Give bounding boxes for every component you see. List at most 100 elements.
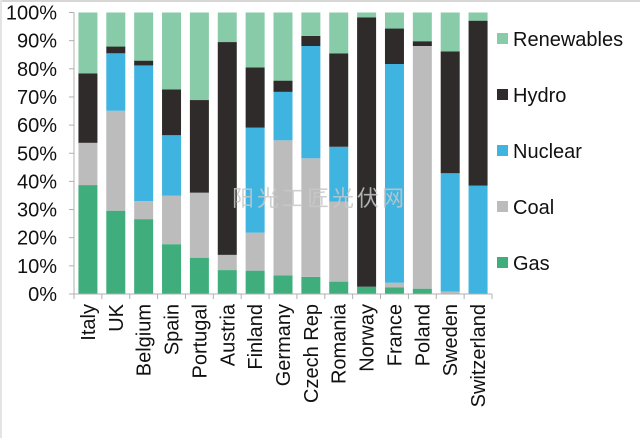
bar-segment-coal — [134, 201, 154, 220]
bar-segment-renewables — [329, 12, 349, 54]
bar-segment-nuclear — [106, 53, 126, 111]
bar-segment-gas — [301, 276, 321, 294]
x-tick-label: Poland — [412, 304, 434, 366]
x-tick-label: Portugal — [189, 304, 211, 379]
x-tick-label: Austria — [217, 303, 239, 366]
y-tick-label: 90% — [17, 31, 57, 53]
bar-segment-nuclear — [468, 185, 488, 294]
bar-segment-nuclear — [273, 91, 293, 141]
bar-segment-gas — [329, 281, 349, 294]
frame-border-left — [0, 0, 2, 438]
bar-segment-nuclear — [162, 135, 182, 196]
x-tick-label: Norway — [357, 304, 379, 372]
y-tick-label: 10% — [17, 256, 57, 278]
bar-segment-coal — [329, 201, 349, 282]
bar-segment-hydro — [189, 100, 209, 193]
legend: Renewables Hydro Nuclear Coal Gas — [497, 29, 623, 275]
y-tick-label: 40% — [17, 171, 57, 193]
legend-swatch — [497, 201, 508, 212]
x-tick-label: Spain — [162, 304, 184, 355]
bar-stack-belgium — [134, 12, 154, 294]
bar-stack-finland — [245, 12, 265, 294]
bar-segment-nuclear — [134, 65, 154, 202]
bar-stack-poland — [412, 12, 432, 294]
bar-segment-gas — [162, 244, 182, 294]
y-tick-label: 60% — [17, 115, 57, 137]
bar-stack-austria — [217, 12, 237, 294]
bar-segment-renewables — [78, 12, 98, 74]
bar-stack-sweden — [440, 12, 460, 294]
legend-label: Hydro — [513, 85, 566, 107]
bar-segment-renewables — [412, 12, 432, 42]
bar-segment-gas — [189, 257, 209, 294]
bar-segment-coal — [162, 195, 182, 245]
bar-segment-renewables — [357, 12, 377, 18]
bar-segment-hydro — [329, 53, 349, 147]
legend-label: Renewables — [513, 29, 623, 51]
bar-segment-hydro — [412, 41, 432, 46]
legend-swatch — [497, 33, 508, 44]
y-axis: 0% 10% 20% 30% 40% 50% 60% 70% 80% 90% 100% — [6, 3, 75, 306]
bar-segment-hydro — [134, 60, 154, 66]
bar-segment-hydro — [273, 80, 293, 92]
legend-item-gas: Gas — [497, 253, 550, 275]
bar-segment-hydro — [301, 35, 321, 46]
bar-segment-renewables — [468, 12, 488, 21]
bar-segment-gas — [273, 275, 293, 294]
bar-segment-coal — [106, 110, 126, 211]
x-axis: Italy UK Belgium Spain Portugal Austria Finlan… — [73, 293, 493, 407]
x-tick-label: Germany — [273, 304, 295, 386]
bar-segment-gas — [412, 288, 432, 294]
bar-segment-renewables — [134, 12, 154, 61]
bar-segment-renewables — [189, 12, 209, 101]
bar-stack-czech-rep — [301, 12, 321, 294]
bar-segment-gas — [357, 286, 377, 294]
bar-segment-renewables — [162, 12, 182, 90]
y-tick-label: 50% — [17, 143, 57, 165]
legend-item-renewables: Renewables — [497, 29, 623, 51]
x-tick-label: Italy — [78, 304, 100, 341]
bar-segment-renewables — [440, 12, 460, 52]
legend-item-nuclear: Nuclear — [497, 141, 582, 163]
bar-segment-coal — [273, 140, 293, 276]
bar-stack-spain — [162, 12, 182, 294]
y-tick-label: 80% — [17, 59, 57, 81]
bar-segment-coal — [440, 291, 460, 294]
bar-segment-hydro — [245, 67, 265, 128]
bar-stack-france — [384, 12, 404, 294]
legend-swatch — [497, 257, 508, 268]
frame-border-top — [0, 0, 640, 2]
bar-segment-hydro — [384, 28, 404, 65]
y-tick-label: 20% — [17, 228, 57, 250]
bar-stack-romania — [329, 12, 349, 294]
bar-segment-coal — [384, 282, 404, 288]
x-tick-label: Finland — [245, 304, 267, 370]
bar-segment-hydro — [162, 89, 182, 136]
bar-segment-nuclear — [440, 173, 460, 292]
bar-segment-gas — [134, 219, 154, 294]
bar-segment-gas — [78, 185, 98, 294]
bar-segment-hydro — [440, 51, 460, 174]
legend-swatch — [497, 89, 508, 100]
bar-segment-nuclear — [245, 127, 265, 233]
legend-label: Gas — [513, 253, 550, 275]
x-tick-label: UK — [106, 303, 128, 331]
legend-item-coal: Coal — [497, 197, 554, 219]
bar-segment-coal — [78, 142, 98, 186]
legend-label: Coal — [513, 197, 554, 219]
bar-segment-coal — [245, 232, 265, 271]
bar-segment-nuclear — [329, 146, 349, 202]
bar-segment-renewables — [301, 12, 321, 36]
bars-group — [78, 12, 488, 294]
bar-segment-renewables — [273, 12, 293, 81]
bar-segment-coal — [301, 158, 321, 277]
y-tick-label: 70% — [17, 87, 57, 109]
bar-stack-italy — [78, 12, 98, 294]
bar-segment-gas — [106, 210, 126, 294]
bar-stack-germany — [273, 12, 293, 294]
bar-segment-coal — [217, 254, 237, 271]
y-tick-label: 100% — [6, 3, 57, 25]
x-tick-label: Belgium — [134, 304, 156, 376]
